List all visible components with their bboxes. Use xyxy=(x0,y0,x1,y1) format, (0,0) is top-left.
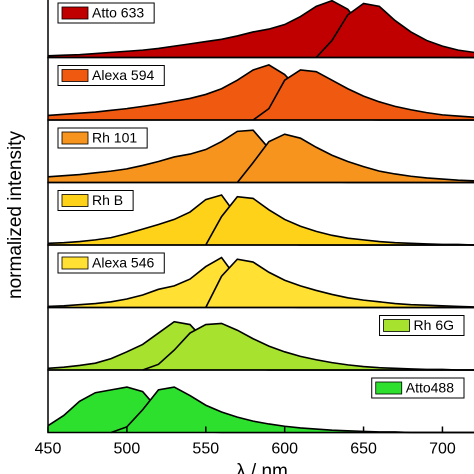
legend-swatch xyxy=(61,194,89,207)
x-axis-label: λ / nm xyxy=(236,461,288,474)
spectrum-area xyxy=(48,321,474,370)
spectrum-line xyxy=(252,69,474,121)
spectrum-line xyxy=(315,2,474,59)
spectrum-area xyxy=(253,70,474,120)
spectrum-area xyxy=(48,195,474,245)
spectrum-area xyxy=(48,64,474,120)
spectrum-area xyxy=(48,257,474,308)
panel-frame xyxy=(47,369,474,434)
legend-swatch xyxy=(61,6,89,20)
legend-label: Atto 633 xyxy=(92,5,144,21)
legend-swatch xyxy=(61,256,89,270)
spectrum-area xyxy=(205,196,474,245)
spectrum-line xyxy=(205,258,474,308)
y-axis-label: normalized intensity xyxy=(5,131,26,299)
legend-swatch xyxy=(61,69,89,82)
legend-label: Rh 101 xyxy=(92,130,137,146)
x-tick-label: 600 xyxy=(271,441,298,458)
spectrum-area xyxy=(205,259,474,308)
legend-swatch xyxy=(375,381,403,395)
spectrum-area xyxy=(142,323,474,370)
spectrum-line xyxy=(142,322,474,371)
x-tick-label: 650 xyxy=(350,441,377,458)
legend-label: Alexa 594 xyxy=(92,67,154,83)
spectrum-line xyxy=(236,133,474,183)
x-tick-label: 700 xyxy=(429,441,456,458)
legend-swatch xyxy=(61,131,89,145)
spectrum-area xyxy=(237,134,474,183)
x-tick-label: 450 xyxy=(35,441,62,458)
legend-label: Alexa 546 xyxy=(92,255,154,271)
legend-swatch xyxy=(383,319,410,332)
x-tick-label: 500 xyxy=(114,441,141,458)
legend-label: Rh B xyxy=(92,192,123,208)
x-tick-label: 550 xyxy=(192,441,219,458)
spectrum-area xyxy=(111,387,474,433)
spectrum-line xyxy=(205,195,474,246)
legend-label: Atto488 xyxy=(406,380,454,396)
legend-label: Rh 6G xyxy=(414,317,454,333)
